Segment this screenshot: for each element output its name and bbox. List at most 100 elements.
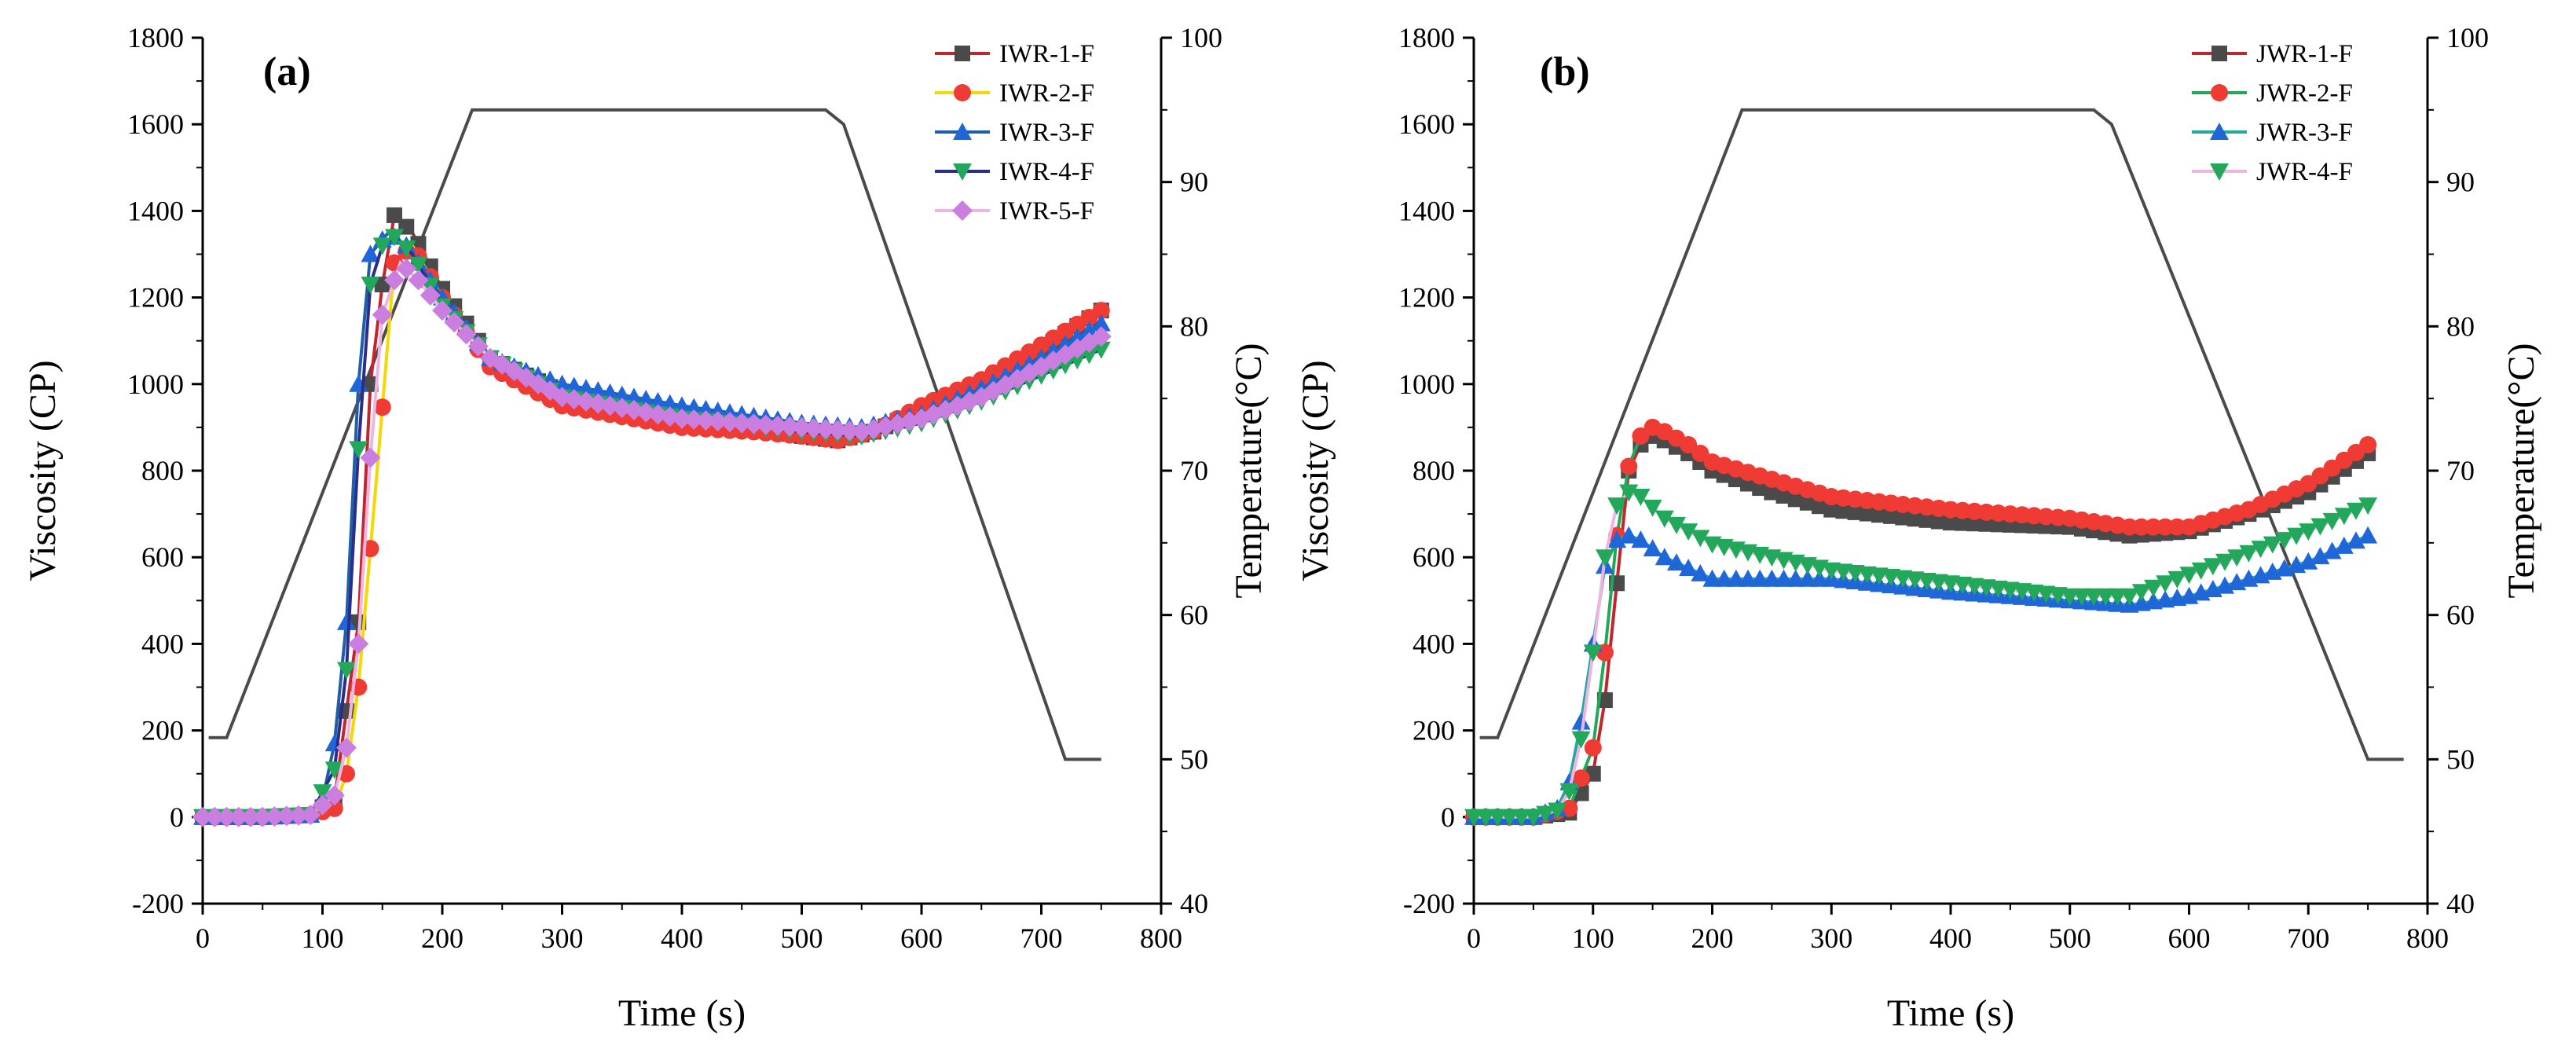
data-point <box>1797 569 1817 587</box>
y-tick-label: 800 <box>141 455 184 486</box>
y-tick-label: 600 <box>141 541 184 573</box>
y-tick-label: -200 <box>132 888 184 919</box>
data-point <box>779 416 801 437</box>
data-point <box>264 806 285 827</box>
data-point <box>695 410 716 431</box>
data-point <box>815 419 836 440</box>
legend-marker <box>953 163 972 181</box>
data-point <box>552 374 572 392</box>
data-point <box>1523 809 1543 827</box>
legend-marker <box>954 84 971 101</box>
data-point <box>2358 497 2378 515</box>
legend-label: JWR-1-F <box>2256 40 2353 68</box>
data-point <box>349 441 368 459</box>
data-point <box>1752 480 1768 497</box>
data-point <box>2096 588 2116 606</box>
data-point <box>1464 809 1483 827</box>
x-tick-label: 700 <box>1021 922 1063 954</box>
data-point <box>192 806 213 827</box>
data-point <box>683 409 705 430</box>
data-point <box>1607 497 1627 515</box>
data-point <box>2203 558 2222 576</box>
x-tick-label: 0 <box>196 922 210 954</box>
data-point <box>672 408 692 429</box>
data-point <box>1500 809 1519 827</box>
x-axis-label: Time (s) <box>1887 992 2014 1034</box>
data-point <box>432 300 453 321</box>
data-point <box>1966 515 1983 532</box>
y2-tick-label: 80 <box>2446 310 2475 342</box>
data-point <box>2215 553 2235 571</box>
y2-tick-label: 70 <box>2446 455 2475 486</box>
data-point <box>1476 809 1496 827</box>
data-point <box>384 270 405 291</box>
legend-marker <box>955 46 970 61</box>
data-point <box>839 420 860 442</box>
x-tick-label: 700 <box>2287 922 2329 954</box>
data-point <box>1810 569 1830 587</box>
series-line <box>203 234 1102 819</box>
data-point <box>1548 802 1567 820</box>
data-point <box>1643 499 1662 517</box>
y-tick-label: 0 <box>1441 801 1455 833</box>
data-point <box>1955 515 1971 531</box>
data-point <box>707 411 728 432</box>
y-axis-label: Viscosity (CP) <box>22 360 64 581</box>
data-point <box>1090 326 1112 347</box>
x-tick-label: 600 <box>2168 922 2211 954</box>
data-point <box>361 277 380 295</box>
x-tick-label: 300 <box>541 922 584 954</box>
y-tick-label: 400 <box>1413 628 1455 659</box>
data-point <box>408 270 429 291</box>
temperature-line <box>1479 108 2404 761</box>
data-point <box>1691 444 1709 462</box>
y2-axis-label: Temperature(°C) <box>1228 343 1270 598</box>
data-point <box>1739 569 1758 587</box>
series-IWR-1-F <box>195 207 1109 825</box>
legend-label: JWR-3-F <box>2256 119 2353 147</box>
y-tick-label: 0 <box>170 801 184 833</box>
data-point <box>2120 518 2138 536</box>
x-tick-label: 0 <box>1467 922 1481 954</box>
data-point <box>1691 530 1710 548</box>
data-point <box>1978 515 1995 532</box>
data-point <box>1726 569 1746 587</box>
data-point <box>2132 518 2150 536</box>
y-tick-label: -200 <box>1403 888 1455 919</box>
data-point <box>2287 527 2307 545</box>
data-point <box>1847 504 1863 520</box>
data-point <box>1714 569 1734 587</box>
data-point <box>240 806 261 827</box>
data-point <box>1631 489 1651 507</box>
data-point <box>313 784 332 802</box>
data-point <box>1871 507 1887 523</box>
data-point <box>2299 523 2318 541</box>
data-point <box>204 806 225 827</box>
data-point <box>409 256 428 274</box>
data-point <box>1787 491 1804 508</box>
y-tick-label: 1200 <box>1398 282 1455 314</box>
data-point <box>1595 549 1614 567</box>
data-point <box>252 806 273 827</box>
data-point <box>276 805 297 827</box>
series-line <box>203 243 1102 819</box>
y2-axis-label: Temperature(°C) <box>2501 343 2542 598</box>
data-point <box>2156 575 2175 593</box>
data-point <box>1883 508 1900 524</box>
data-point <box>1786 569 1805 587</box>
data-point <box>2251 541 2270 559</box>
data-point <box>387 207 402 223</box>
legend-marker <box>2210 163 2229 181</box>
data-point <box>1619 526 1639 544</box>
data-point <box>2263 536 2282 554</box>
data-point <box>743 413 764 435</box>
series-line <box>1474 425 2369 819</box>
data-point <box>1619 484 1639 502</box>
data-point <box>1512 809 1531 827</box>
data-point <box>1643 539 1662 557</box>
data-point <box>1691 563 1710 581</box>
data-point <box>2346 502 2365 520</box>
data-point <box>1584 739 1602 757</box>
data-point <box>2144 518 2162 536</box>
